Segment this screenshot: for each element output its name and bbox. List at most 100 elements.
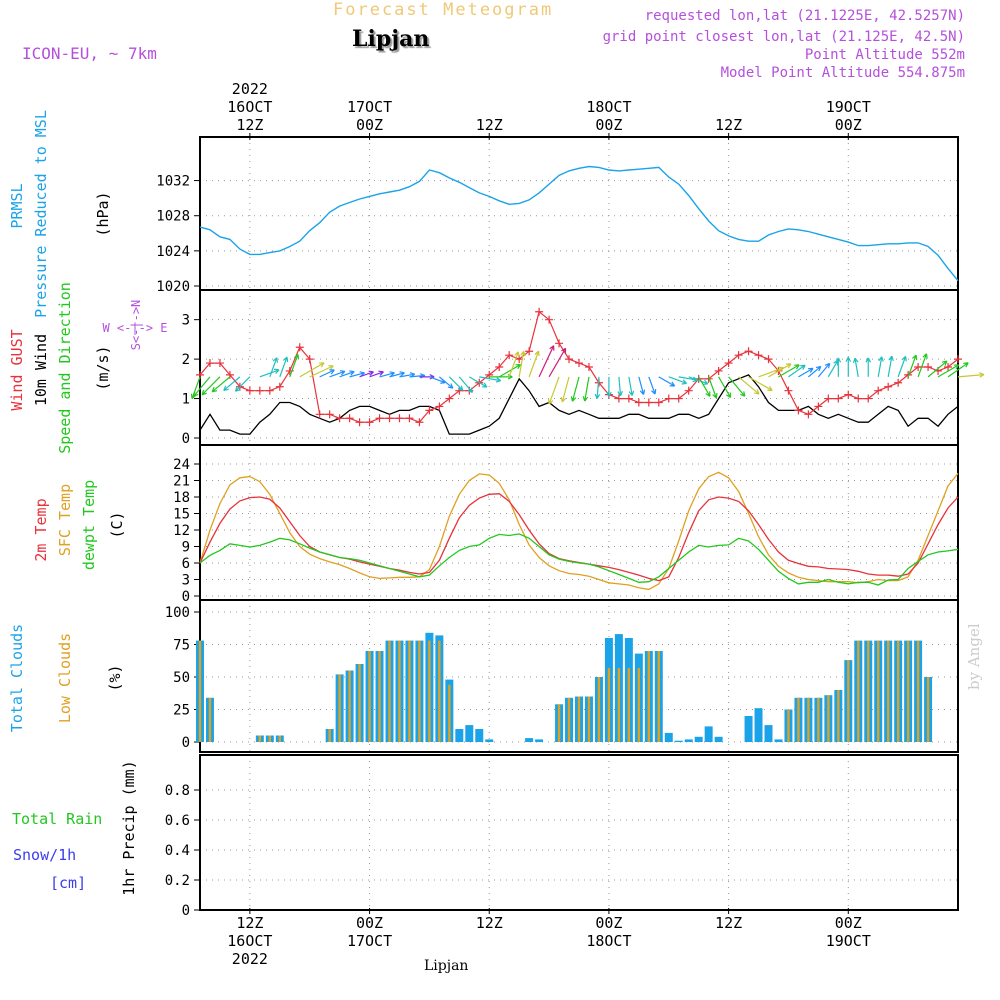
wind-arrow xyxy=(957,372,985,378)
total-cloud-bar xyxy=(704,726,713,742)
wind-arrow xyxy=(768,363,792,378)
wind-arrow xyxy=(852,357,859,377)
clouds-unit: (%) xyxy=(106,664,124,691)
gust-marker xyxy=(744,347,753,356)
bottom-time-label: 19OCT xyxy=(826,932,871,950)
gust-marker xyxy=(335,414,344,423)
bottom-time-label: 12Z xyxy=(476,914,503,932)
top-time-label: 18OCT xyxy=(586,98,631,116)
wind-arrow xyxy=(479,376,502,383)
wind-arrow xyxy=(458,376,474,394)
top-time-label: 00Z xyxy=(595,116,622,134)
gust-marker xyxy=(844,390,853,399)
temp-tick-label: 9 xyxy=(182,540,190,556)
bottom-time-label: 17OCT xyxy=(347,932,392,950)
wind-arrow xyxy=(528,350,540,378)
low-cloud-bar xyxy=(926,677,930,742)
low-cloud-bar xyxy=(587,696,591,742)
wind-speed-line xyxy=(199,374,959,435)
total-cloud-bar xyxy=(714,736,723,742)
snow-unit: [cm] xyxy=(50,874,86,892)
wind-arrow xyxy=(234,376,251,392)
wind-label: 10m Wind xyxy=(32,334,50,406)
gust-marker xyxy=(325,410,334,419)
low-cloud-bar xyxy=(328,729,331,742)
low-cloud-bar xyxy=(627,667,631,742)
product-title: Forecast Meteogram xyxy=(333,0,554,20)
bottom-time-label: 12Z xyxy=(715,914,742,932)
wind-arrow xyxy=(193,376,211,397)
pressure-tick-label: 1020 xyxy=(156,279,190,295)
wind-arrow xyxy=(778,364,800,378)
low-cloud-bar xyxy=(438,640,441,742)
bottom-time-label: 16OCT xyxy=(227,932,272,950)
low-cloud-bar xyxy=(348,670,351,742)
bottom-time-label: 18OCT xyxy=(586,932,631,950)
wind-panel: 0 1 2 3 xyxy=(182,289,959,447)
low-cloud-bar xyxy=(916,640,920,742)
total-cloud-bar xyxy=(535,739,544,742)
wind-tick-label: 2 xyxy=(182,352,190,368)
wind-tick-label: 0 xyxy=(182,431,190,447)
temp-tick-label: 3 xyxy=(182,573,190,589)
gust-marker xyxy=(714,366,723,375)
low-cloud-bar xyxy=(398,640,401,742)
precip-panel: 0 0.2 0.4 0.6 0.8 xyxy=(165,754,959,919)
total-cloud-bar xyxy=(525,738,534,742)
gust-marker xyxy=(345,414,354,423)
temp-label: 2m Temp xyxy=(32,498,50,561)
location-title: Lipjan xyxy=(352,26,430,52)
low-cloud-bar xyxy=(358,664,361,742)
wind-arrow xyxy=(698,376,711,397)
wind-arrow xyxy=(947,362,969,378)
gust-marker xyxy=(754,351,763,360)
temp-tick-label: 18 xyxy=(173,490,190,506)
wind-arrow xyxy=(937,364,960,378)
wind-arrow xyxy=(917,353,928,378)
gust-marker xyxy=(365,418,374,427)
bottom-time-label: 00Z xyxy=(356,914,383,932)
wind-arrow xyxy=(594,376,601,399)
point-altitude: Point Altitude 552m xyxy=(804,47,965,63)
compass-ew: W <-|-> E xyxy=(102,321,167,335)
wind-arrow xyxy=(708,376,718,399)
rain-label: Total Rain xyxy=(12,810,102,828)
gust-marker xyxy=(704,374,713,383)
wind-arrow xyxy=(845,356,852,377)
gust-label: Wind GUST xyxy=(8,329,26,410)
gust-marker xyxy=(555,339,564,348)
low-cloud-bar xyxy=(877,640,880,742)
gust-marker xyxy=(385,414,394,423)
wind-arrow xyxy=(289,353,300,378)
low-cloud-bar xyxy=(408,640,411,742)
wind-arrow xyxy=(369,370,384,378)
clouds-tick-label: 100 xyxy=(165,605,190,621)
gust-marker xyxy=(565,355,574,364)
gust-marker xyxy=(525,347,534,356)
wind-arrow xyxy=(582,376,590,402)
low-cloud-bar xyxy=(597,677,601,742)
total-cloud-bar xyxy=(465,725,474,742)
gust-marker xyxy=(584,363,593,371)
gust-marker xyxy=(505,351,514,360)
precip-unit: 1hr Precip (mm) xyxy=(120,760,138,895)
wind-arrow xyxy=(887,355,894,377)
precip-tick-label: 0.8 xyxy=(165,783,190,799)
wind-arrow xyxy=(728,376,746,397)
low-cloud-bar xyxy=(617,667,621,742)
wind-arrow xyxy=(508,351,520,378)
gust-marker xyxy=(305,355,314,364)
gust-marker xyxy=(315,410,324,419)
grid-point-coords: grid point closest lon,lat (21.125E, 42.… xyxy=(602,29,965,45)
bottom-time-label: 12Z xyxy=(236,914,263,932)
gust-marker xyxy=(634,398,643,407)
wind-arrow xyxy=(738,376,760,395)
wind-arrow xyxy=(269,357,278,378)
top-time-label: 19OCT xyxy=(826,98,871,116)
pressure-tick-label: 1032 xyxy=(156,174,190,190)
wind-arrow xyxy=(606,376,612,397)
low-cloud-bar xyxy=(896,640,900,742)
wind-arrow xyxy=(788,364,806,378)
gust-marker xyxy=(445,394,454,403)
temp-tick-label: 21 xyxy=(173,474,190,490)
